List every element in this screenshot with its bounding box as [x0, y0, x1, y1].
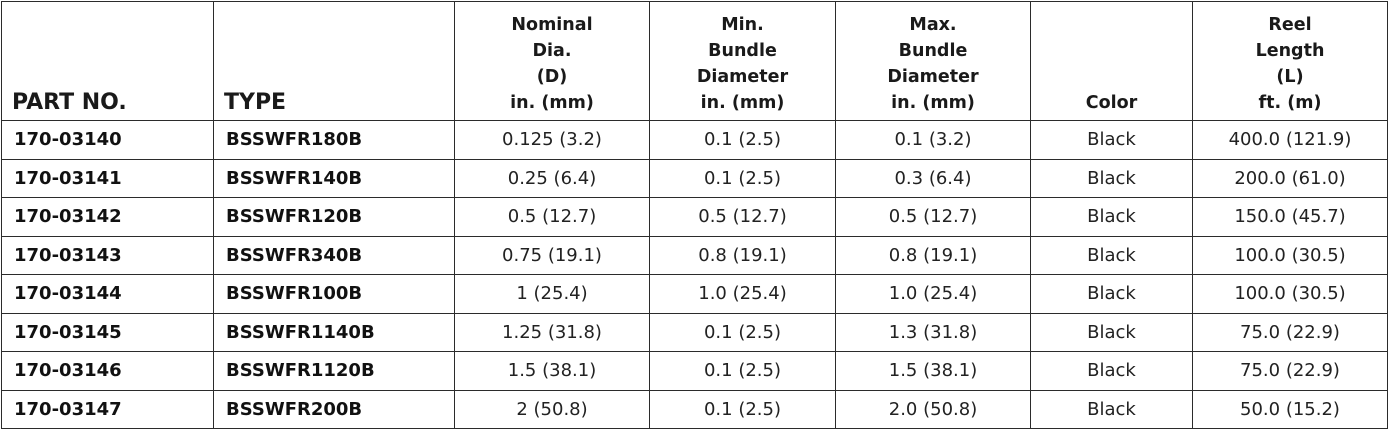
cell-color: Black [1030, 274, 1193, 314]
cell-type: BSSWFR1120B [213, 351, 455, 391]
cell-min-bundle: 0.1 (2.5) [649, 158, 836, 198]
cell-reel-length: 400.0 (121.9) [1192, 120, 1388, 160]
cell-reel-length: 75.0 (22.9) [1192, 312, 1388, 352]
cell-min-bundle: 0.1 (2.5) [649, 389, 836, 429]
table-row: 170-03141 BSSWFR140B 0.25 (6.4) 0.1 (2.5… [1, 158, 1388, 198]
header-part-no: PART NO. [1, 1, 214, 121]
cell-color: Black [1030, 351, 1193, 391]
cell-max-bundle: 1.0 (25.4) [835, 274, 1031, 314]
cell-type: BSSWFR1140B [213, 312, 455, 352]
cell-part-no: 170-03143 [1, 235, 214, 275]
cell-part-no: 170-03147 [1, 389, 214, 429]
cell-nominal-dia: 1.5 (38.1) [454, 351, 650, 391]
cell-max-bundle: 0.5 (12.7) [835, 197, 1031, 237]
header-color: Color [1030, 1, 1193, 121]
cell-nominal-dia: 1 (25.4) [454, 274, 650, 314]
cell-reel-length: 200.0 (61.0) [1192, 158, 1388, 198]
cell-nominal-dia: 0.25 (6.4) [454, 158, 650, 198]
cell-nominal-dia: 0.125 (3.2) [454, 120, 650, 160]
header-max-bundle-diameter: Max. Bundle Diameter in. (mm) [835, 1, 1031, 121]
cell-max-bundle: 1.5 (38.1) [835, 351, 1031, 391]
cell-part-no: 170-03141 [1, 158, 214, 198]
cell-nominal-dia: 0.75 (19.1) [454, 235, 650, 275]
table-row: 170-03144 BSSWFR100B 1 (25.4) 1.0 (25.4)… [1, 274, 1388, 314]
cell-max-bundle: 2.0 (50.8) [835, 389, 1031, 429]
cell-part-no: 170-03145 [1, 312, 214, 352]
cell-max-bundle: 0.8 (19.1) [835, 235, 1031, 275]
cell-color: Black [1030, 312, 1193, 352]
cell-type: BSSWFR120B [213, 197, 455, 237]
header-type: TYPE [213, 1, 455, 121]
cell-max-bundle: 0.1 (3.2) [835, 120, 1031, 160]
table-row: 170-03140 BSSWFR180B 0.125 (3.2) 0.1 (2.… [1, 120, 1388, 160]
cell-nominal-dia: 2 (50.8) [454, 389, 650, 429]
table-row: 170-03147 BSSWFR200B 2 (50.8) 0.1 (2.5) … [1, 389, 1388, 429]
cell-reel-length: 150.0 (45.7) [1192, 197, 1388, 237]
cell-nominal-dia: 0.5 (12.7) [454, 197, 650, 237]
table-row: 170-03146 BSSWFR1120B 1.5 (38.1) 0.1 (2.… [1, 351, 1388, 391]
table-row: 170-03145 BSSWFR1140B 1.25 (31.8) 0.1 (2… [1, 312, 1388, 352]
header-min-bundle-diameter: Min. Bundle Diameter in. (mm) [649, 1, 836, 121]
cell-type: BSSWFR100B [213, 274, 455, 314]
cell-nominal-dia: 1.25 (31.8) [454, 312, 650, 352]
cell-color: Black [1030, 158, 1193, 198]
cell-min-bundle: 0.8 (19.1) [649, 235, 836, 275]
table-row: 170-03142 BSSWFR120B 0.5 (12.7) 0.5 (12.… [1, 197, 1388, 237]
table-row: 170-03143 BSSWFR340B 0.75 (19.1) 0.8 (19… [1, 235, 1388, 275]
cell-reel-length: 50.0 (15.2) [1192, 389, 1388, 429]
cell-type: BSSWFR180B [213, 120, 455, 160]
cell-min-bundle: 0.1 (2.5) [649, 312, 836, 352]
cell-color: Black [1030, 389, 1193, 429]
cell-color: Black [1030, 120, 1193, 160]
cell-min-bundle: 1.0 (25.4) [649, 274, 836, 314]
cell-reel-length: 100.0 (30.5) [1192, 274, 1388, 314]
cell-color: Black [1030, 197, 1193, 237]
cell-part-no: 170-03146 [1, 351, 214, 391]
cell-part-no: 170-03140 [1, 120, 214, 160]
cell-type: BSSWFR200B [213, 389, 455, 429]
table-header-row: PART NO. TYPE Nominal Dia. (D) in. (mm) … [1, 1, 1388, 121]
cell-color: Black [1030, 235, 1193, 275]
cell-type: BSSWFR140B [213, 158, 455, 198]
header-nominal-dia: Nominal Dia. (D) in. (mm) [454, 1, 650, 121]
cell-min-bundle: 0.1 (2.5) [649, 351, 836, 391]
cell-reel-length: 75.0 (22.9) [1192, 351, 1388, 391]
cell-max-bundle: 0.3 (6.4) [835, 158, 1031, 198]
cell-min-bundle: 0.5 (12.7) [649, 197, 836, 237]
cell-part-no: 170-03142 [1, 197, 214, 237]
cell-reel-length: 100.0 (30.5) [1192, 235, 1388, 275]
cell-type: BSSWFR340B [213, 235, 455, 275]
cell-max-bundle: 1.3 (31.8) [835, 312, 1031, 352]
header-reel-length: Reel Length (L) ft. (m) [1192, 1, 1388, 121]
cell-min-bundle: 0.1 (2.5) [649, 120, 836, 160]
cell-part-no: 170-03144 [1, 274, 214, 314]
